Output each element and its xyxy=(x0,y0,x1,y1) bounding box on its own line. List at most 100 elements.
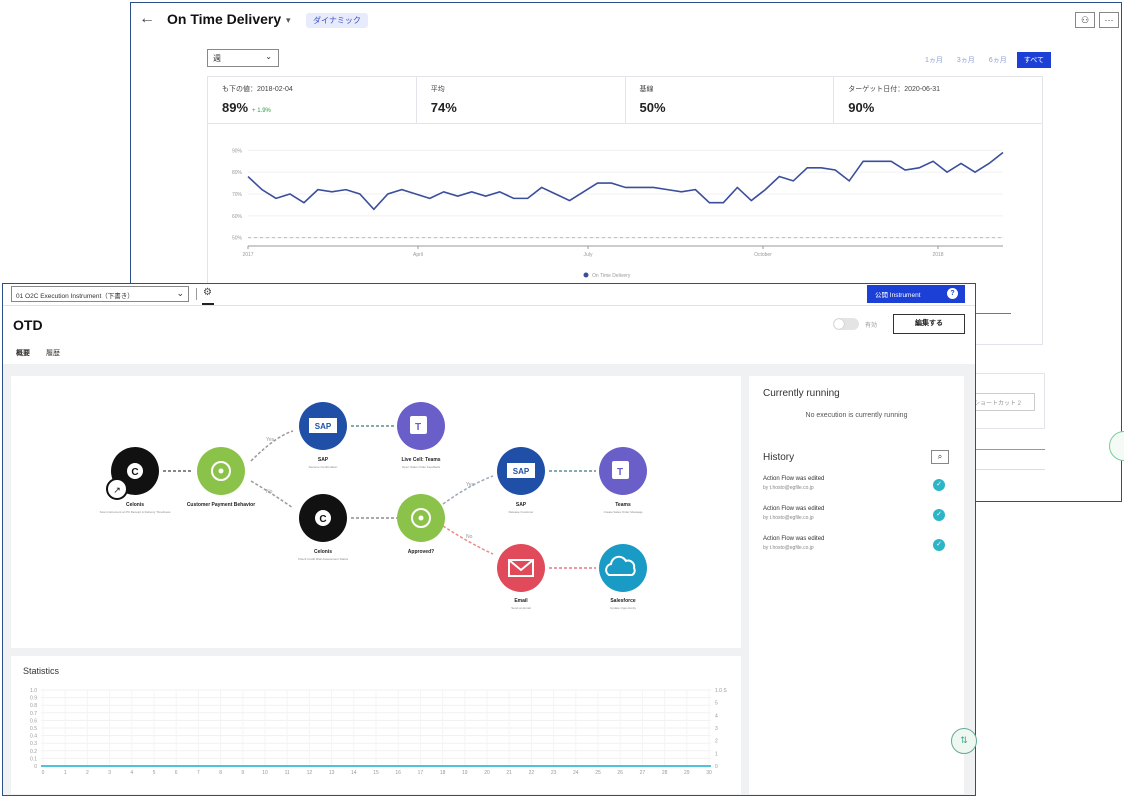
flow-node-celonis-trigger[interactable]: C ↗ Celonis Scan Instrument at PO Receip… xyxy=(100,447,171,514)
tab-overview[interactable]: 概要 xyxy=(13,346,33,366)
svg-text:T: T xyxy=(617,467,623,478)
svg-text:Scan Instrument at PO Receipt: Scan Instrument at PO Receipt & Delivery… xyxy=(100,510,171,514)
execution-side-panel: Currently running No execution is curren… xyxy=(749,376,964,794)
flow-title: OTD xyxy=(13,317,43,333)
range-tab-all[interactable]: すべて xyxy=(1016,52,1051,68)
svg-text:SAP: SAP xyxy=(315,422,332,431)
y-tick-label: 0.8 xyxy=(30,703,37,709)
search-icon[interactable]: ⌕ xyxy=(931,450,949,464)
y-tick-label: 0.6 xyxy=(30,718,37,724)
kpi-row: も下の値：2018-02-04 89% + 1.9% 平均 74% 基線 50% … xyxy=(207,76,1043,124)
help-icon[interactable]: ? xyxy=(947,288,958,299)
edge-label: No xyxy=(266,489,273,495)
svg-text:C: C xyxy=(131,467,138,478)
action-flow-canvas[interactable]: Yes No Yes No C ↗ Celonis Scan Instrumen… xyxy=(11,376,741,648)
action-flow-window: 01 O2C Execution Instrument（下書き） ⌄ ⚙ 公開 … xyxy=(2,283,977,796)
y-right-tick-label: 4 xyxy=(715,713,718,719)
x-tick-label: 25 xyxy=(595,770,601,776)
shortcut-button[interactable]: ショートカット 2 xyxy=(969,393,1035,411)
flow-node-sap-release[interactable]: SAP SAP Release Customer xyxy=(497,447,545,514)
edge-label: Yes xyxy=(466,482,475,488)
divider xyxy=(971,469,1045,470)
x-tick-label: 24 xyxy=(573,770,579,776)
y-right-tick-label: 5 xyxy=(715,701,718,707)
history-item[interactable]: Action Flow was edited by t.hosto@egfile… xyxy=(763,536,953,562)
person-icon[interactable]: ⚇ xyxy=(1075,12,1095,28)
x-tick-label: 10 xyxy=(262,770,268,776)
range-tab-3m[interactable]: 3ヵ月 xyxy=(956,57,975,64)
y-right-tick-label: 1.0 S xyxy=(715,688,727,694)
enable-toggle[interactable] xyxy=(833,318,859,330)
history-item[interactable]: Action Flow was edited by t.hosto@egfile… xyxy=(763,476,953,502)
x-tick-label: 6 xyxy=(175,770,178,776)
x-tick-label: 12 xyxy=(307,770,313,776)
svg-text:C: C xyxy=(319,514,326,525)
range-tabs: 1ヵ月 3ヵ月 6ヵ月 すべて xyxy=(921,52,1051,68)
range-tab-6m[interactable]: 6ヵ月 xyxy=(988,57,1007,64)
statistics-panel: Statistics 1.0 0.9 0.8 0.7 0.6 0.5 0.4 0.3 0.2 0.… xyxy=(11,656,741,794)
x-tick-label: 9 xyxy=(241,770,244,776)
flow-edges: Yes No Yes No xyxy=(163,425,596,569)
flow-node-customer-payment-behavior[interactable]: Customer Payment Behavior xyxy=(187,447,255,508)
x-tick-label: 1 xyxy=(64,770,67,776)
instrument-select[interactable]: 01 O2C Execution Instrument（下書き） ⌄ xyxy=(11,286,189,302)
history-item[interactable]: Action Flow was edited by t.hosto@egfile… xyxy=(763,506,953,532)
legend-marker xyxy=(583,272,589,278)
flow-node-teams-live-cell[interactable]: T Live Cell: Teams Open Sales Order Feed… xyxy=(397,402,445,469)
floating-action-icon[interactable] xyxy=(1109,431,1124,461)
x-tick-label: 23 xyxy=(551,770,557,776)
svg-text:Release Customer: Release Customer xyxy=(509,510,534,514)
range-tab-1m[interactable]: 1ヵ月 xyxy=(925,57,943,64)
x-tick-label: 5 xyxy=(153,770,156,776)
aggregation-select[interactable]: 週 ⌄ xyxy=(207,49,279,67)
y-tick-label: 0.3 xyxy=(30,741,37,747)
y-right-tick-label: 1 xyxy=(715,751,718,757)
otd-line-chart-svg: 90% 80% 70% 60% 50% 2017 April July October 2018 O… xyxy=(232,148,1004,279)
kpi-value: 50% xyxy=(639,100,666,115)
instrument-select-value: 01 O2C Execution Instrument（下書き） xyxy=(16,293,134,300)
enable-toggle-label: 有効 xyxy=(865,323,878,329)
x-tick-label: 3 xyxy=(108,770,111,776)
kpi-label: 基線 xyxy=(639,86,654,93)
x-tick-label: 2018 xyxy=(932,252,943,258)
edit-button[interactable]: 編集する xyxy=(893,314,965,334)
check-icon: ✓ xyxy=(933,539,945,551)
x-tick-label: 15 xyxy=(373,770,379,776)
kpi-label: ターゲット日付：2020-06-31 xyxy=(848,86,941,93)
flow-node-email[interactable]: Email Send an Email xyxy=(497,544,545,610)
history-item-text: Action Flow was edited xyxy=(763,476,825,482)
y-tick-label: 0.1 xyxy=(30,756,37,762)
more-icon[interactable]: ··· xyxy=(1099,12,1119,28)
x-tick-label: 21 xyxy=(506,770,512,776)
x-tick-label: 18 xyxy=(440,770,446,776)
x-tick-label: April xyxy=(413,252,423,258)
kpi-value: 89% + 1.9% xyxy=(222,100,271,115)
statistics-chart: 1.0 0.90.8 0.70.6 0.5 0.40.3 0.20.1 0 1.0 S 5 4 3 2… xyxy=(30,688,727,776)
page-title[interactable]: On Time Delivery xyxy=(167,11,282,27)
gear-icon[interactable]: ⚙ xyxy=(203,287,212,298)
svg-text:Celonis: Celonis xyxy=(126,502,144,508)
y-tick-label: 0.7 xyxy=(30,711,37,717)
flow-node-salesforce[interactable]: Salesforce Update Opportunity xyxy=(599,544,647,610)
otd-detail-header: ← On Time Delivery ▾ ダイナミック ⚇ ··· xyxy=(131,3,1121,37)
top-bar: 01 O2C Execution Instrument（下書き） ⌄ ⚙ 公開 … xyxy=(3,284,975,306)
flow-node-approved-decision[interactable]: Approved? xyxy=(397,494,445,555)
chevron-down-icon: ⌄ xyxy=(176,288,184,298)
edge-label: Yes xyxy=(266,437,275,443)
x-tick-label: October xyxy=(754,252,772,258)
y-tick-label: 0.9 xyxy=(30,696,37,702)
flow-node-sap-confirmation[interactable]: SAP SAP Receive Confirmation xyxy=(299,402,347,469)
svg-text:Teams: Teams xyxy=(615,502,631,508)
publish-instrument-button[interactable]: 公開 Instrument ? xyxy=(867,285,965,303)
check-icon: ✓ xyxy=(933,479,945,491)
chevron-down-icon[interactable]: ▾ xyxy=(286,15,291,25)
flow-node-celonis-credit-check[interactable]: C Celonis Check Credit Risk Assessment S… xyxy=(298,494,349,561)
flow-tabs: 概要 履歴 xyxy=(13,346,63,366)
flow-node-teams-message[interactable]: T Teams Create Sales Order Message xyxy=(599,447,647,514)
expand-icon[interactable]: ⇅ xyxy=(951,728,977,754)
tab-history[interactable]: 履歴 xyxy=(46,350,60,357)
back-arrow-icon[interactable]: ← xyxy=(139,10,155,27)
chart-side-panel xyxy=(971,283,1043,345)
legend-label: On Time Delivery xyxy=(592,273,631,279)
